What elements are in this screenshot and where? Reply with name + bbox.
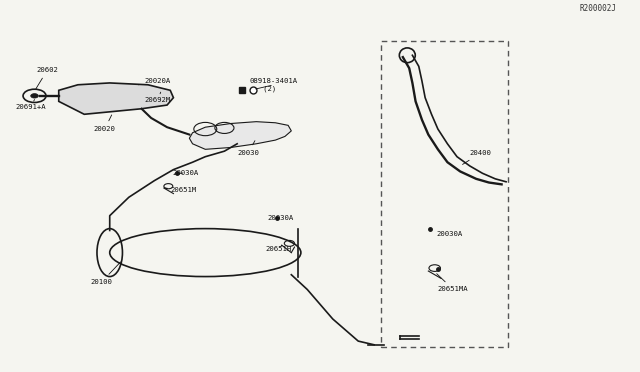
Text: 08918-3401A
   (2): 08918-3401A (2) xyxy=(250,78,298,92)
Text: 20030A: 20030A xyxy=(268,215,294,221)
Text: R200002J: R200002J xyxy=(579,4,616,13)
Text: 20651MA: 20651MA xyxy=(436,274,468,292)
Text: 20030A: 20030A xyxy=(429,229,462,237)
Polygon shape xyxy=(189,122,291,149)
Text: 20020A: 20020A xyxy=(138,78,171,85)
Text: 20692M: 20692M xyxy=(145,92,171,103)
Text: 20020: 20020 xyxy=(94,115,116,132)
Text: 20030: 20030 xyxy=(237,141,259,156)
Circle shape xyxy=(31,94,38,98)
Text: 20400: 20400 xyxy=(463,150,492,164)
Text: 20651M: 20651M xyxy=(165,187,196,193)
Text: 20030A: 20030A xyxy=(172,170,198,176)
Polygon shape xyxy=(59,83,173,114)
Text: 20602: 20602 xyxy=(36,67,58,89)
Text: 20100: 20100 xyxy=(91,262,120,285)
Text: 20691+A: 20691+A xyxy=(15,100,46,110)
Text: 20651H: 20651H xyxy=(266,245,292,252)
